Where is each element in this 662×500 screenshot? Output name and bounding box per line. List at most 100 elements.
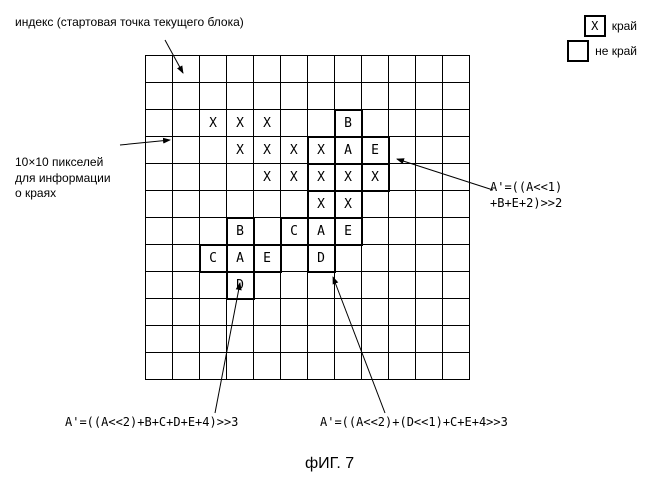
grid-cell (173, 218, 200, 245)
grid-cell (389, 83, 416, 110)
grid-cell: B (335, 110, 362, 137)
side-label-3: о краях (15, 186, 56, 200)
grid-cell (227, 353, 254, 380)
grid-cell (335, 326, 362, 353)
grid-cell (443, 56, 470, 83)
grid-cell (200, 218, 227, 245)
grid-cell (227, 299, 254, 326)
grid-cell (146, 83, 173, 110)
grid-cell (227, 83, 254, 110)
grid-cell (416, 272, 443, 299)
grid-cell (362, 191, 389, 218)
grid-cell (362, 353, 389, 380)
grid-cell (281, 83, 308, 110)
grid-cell (335, 83, 362, 110)
grid-cell (362, 326, 389, 353)
grid-cell (200, 191, 227, 218)
grid-cell (146, 164, 173, 191)
grid-cell (308, 56, 335, 83)
grid-cell (281, 353, 308, 380)
grid-cell (146, 137, 173, 164)
grid-cell (254, 56, 281, 83)
grid-cell (200, 56, 227, 83)
grid-cell (416, 83, 443, 110)
grid-cell (389, 56, 416, 83)
grid-cell (146, 191, 173, 218)
legend-x-box: X (584, 15, 606, 37)
grid-cell (227, 326, 254, 353)
grid-cell (443, 137, 470, 164)
grid-cell (389, 218, 416, 245)
grid-cell: D (227, 272, 254, 299)
grid-cell (443, 299, 470, 326)
grid-cell (443, 191, 470, 218)
grid-cell (362, 110, 389, 137)
grid-cell (173, 299, 200, 326)
grid-cell (416, 164, 443, 191)
grid-cell: X (281, 137, 308, 164)
grid-cell: A (335, 137, 362, 164)
grid-cell: E (254, 245, 281, 272)
grid-cell (146, 326, 173, 353)
grid-cell: X (362, 164, 389, 191)
grid-cell (173, 353, 200, 380)
grid-cell (254, 272, 281, 299)
grid-cell (443, 353, 470, 380)
legend-edge-text: край (612, 19, 637, 33)
grid-cell (146, 299, 173, 326)
grid-cell (362, 56, 389, 83)
grid-cell (389, 299, 416, 326)
grid-cell (416, 137, 443, 164)
grid-cell (362, 299, 389, 326)
grid-cell: X (200, 110, 227, 137)
grid-cell (254, 353, 281, 380)
grid-cell (416, 56, 443, 83)
grid-cell (335, 272, 362, 299)
grid-cell (308, 299, 335, 326)
side-label-2: для информации (15, 171, 111, 185)
grid-cell (335, 353, 362, 380)
grid-cell (389, 137, 416, 164)
grid-cell (227, 56, 254, 83)
grid-cell (308, 83, 335, 110)
figure-caption: фИГ. 7 (305, 455, 354, 473)
legend-nonedge-text: не край (595, 44, 637, 58)
grid-cell (146, 353, 173, 380)
grid-cell: X (254, 137, 281, 164)
grid-cell (173, 326, 200, 353)
title-label: индекс (стартовая точка текущего блока) (15, 15, 244, 29)
grid-cell (335, 245, 362, 272)
grid-cell (146, 272, 173, 299)
grid-cell (443, 218, 470, 245)
grid-cell (389, 326, 416, 353)
grid-cell: X (335, 191, 362, 218)
grid-cell: C (281, 218, 308, 245)
legend-empty-box (567, 40, 589, 62)
grid-cell (281, 272, 308, 299)
grid-cell (308, 353, 335, 380)
grid-cell (200, 83, 227, 110)
grid-cell: X (254, 164, 281, 191)
grid-cell: E (335, 218, 362, 245)
grid-cell (308, 326, 335, 353)
grid-cell (389, 245, 416, 272)
grid-cell (416, 191, 443, 218)
grid-cell (416, 110, 443, 137)
grid-cell (308, 110, 335, 137)
grid-cell (416, 299, 443, 326)
grid-cell (443, 245, 470, 272)
grid-cell (389, 272, 416, 299)
grid-cell: X (335, 164, 362, 191)
grid-cell: A (308, 218, 335, 245)
grid-cell (308, 272, 335, 299)
grid-cell (362, 83, 389, 110)
grid-cell (254, 83, 281, 110)
grid-cell (146, 110, 173, 137)
grid-cell: X (254, 110, 281, 137)
grid-cell (173, 245, 200, 272)
grid-cell (416, 245, 443, 272)
grid-cell (281, 191, 308, 218)
grid-cell (443, 110, 470, 137)
grid-cell (173, 56, 200, 83)
side-label: 10×10 пикселей для информации о краях (15, 155, 111, 202)
